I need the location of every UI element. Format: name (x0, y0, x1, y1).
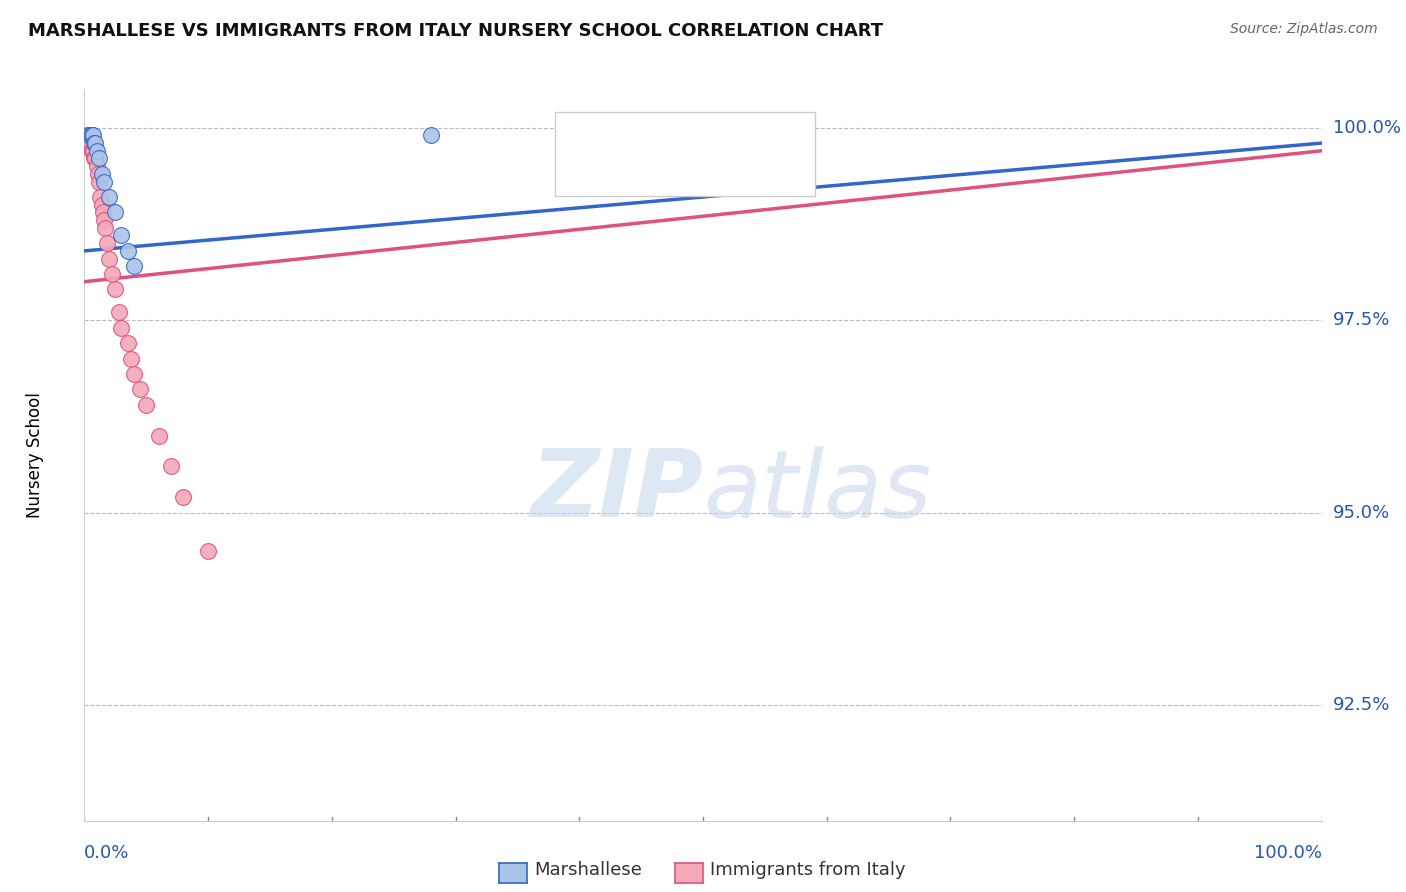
Point (87, 167, 110, 181)
Point (90, 167, 112, 181)
Point (135, 398, 157, 412)
Point (94, 220, 117, 235)
Point (93, 175, 115, 189)
Point (110, 228, 132, 243)
Text: Immigrants from Italy: Immigrants from Italy (710, 861, 905, 879)
Point (148, 428, 170, 442)
Text: atlas: atlas (703, 446, 931, 537)
Point (89, 175, 111, 189)
Text: R = 0.387: R = 0.387 (605, 161, 703, 181)
Text: 100.0%: 100.0% (1254, 844, 1322, 862)
Point (84, 136, 107, 150)
Point (160, 459, 183, 474)
Point (79, 136, 101, 150)
Point (82, 144, 104, 158)
Point (129, 383, 152, 397)
Text: 100.0%: 100.0% (1333, 119, 1400, 136)
Point (79, 128, 101, 143)
Point (89, 190, 111, 204)
Point (82, 128, 104, 143)
Point (80, 128, 103, 143)
Point (93, 213, 115, 227)
Point (76, 128, 98, 143)
Point (80, 144, 103, 158)
Point (100, 267, 122, 281)
Point (83, 152, 105, 166)
Point (98, 190, 121, 204)
Text: 92.5%: 92.5% (1333, 696, 1391, 714)
Point (197, 544, 219, 558)
Point (104, 282, 127, 296)
Point (84, 152, 107, 166)
Point (90, 197, 112, 211)
Point (77, 128, 100, 143)
Text: N = 31: N = 31 (706, 161, 775, 181)
Point (91, 205, 114, 219)
Point (172, 490, 194, 504)
Text: 95.0%: 95.0% (1333, 504, 1391, 522)
Point (79, 136, 101, 150)
Point (108, 305, 131, 319)
Text: 0.0%: 0.0% (84, 844, 129, 862)
Text: N = 16: N = 16 (706, 128, 775, 148)
Point (120, 351, 142, 366)
Point (96, 236, 118, 251)
Point (122, 367, 145, 381)
Point (79, 128, 101, 143)
Point (104, 205, 127, 219)
Text: 97.5%: 97.5% (1333, 311, 1391, 329)
Text: Source: ZipAtlas.com: Source: ZipAtlas.com (1230, 22, 1378, 37)
Point (98, 252, 121, 266)
Point (117, 244, 139, 258)
Point (117, 336, 139, 351)
Text: Nursery School: Nursery School (25, 392, 44, 518)
Point (419, 128, 441, 143)
Point (86, 144, 108, 158)
Text: R = 0.570: R = 0.570 (605, 128, 703, 148)
Text: Marshallese: Marshallese (534, 861, 643, 879)
Point (83, 136, 105, 150)
Point (110, 321, 132, 335)
Text: MARSHALLESE VS IMMIGRANTS FROM ITALY NURSERY SCHOOL CORRELATION CHART: MARSHALLESE VS IMMIGRANTS FROM ITALY NUR… (28, 22, 883, 40)
Point (86, 159, 108, 173)
Point (122, 260, 145, 274)
Point (89, 152, 111, 166)
Text: ZIP: ZIP (530, 445, 703, 538)
